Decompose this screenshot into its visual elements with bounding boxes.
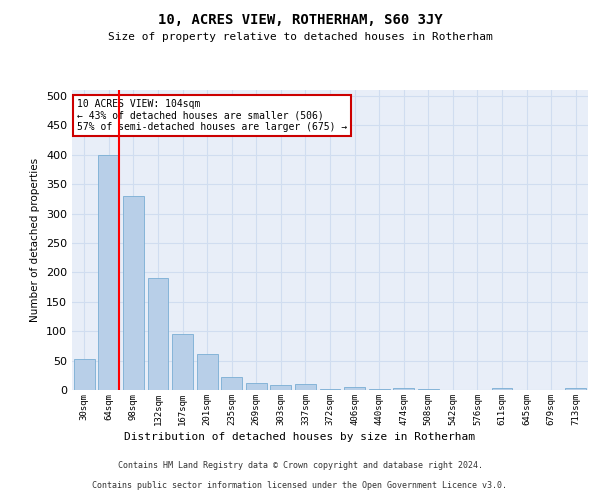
Bar (271, 384, 292, 390)
Bar (98, 154, 119, 390)
Text: 10 ACRES VIEW: 104sqm
← 43% of detached houses are smaller (506)
57% of semi-det: 10 ACRES VIEW: 104sqm ← 43% of detached … (77, 99, 347, 132)
Y-axis label: Number of detached properties: Number of detached properties (31, 158, 40, 322)
Text: Size of property relative to detached houses in Rotherham: Size of property relative to detached ho… (107, 32, 493, 42)
Bar (221, 377, 242, 390)
Bar (565, 388, 586, 390)
Bar (74, 360, 95, 390)
Bar (172, 334, 193, 390)
Text: Contains HM Land Registry data © Crown copyright and database right 2024.: Contains HM Land Registry data © Crown c… (118, 461, 482, 470)
Bar (197, 354, 218, 390)
Bar (123, 196, 144, 390)
Bar (148, 278, 169, 390)
Bar (344, 387, 365, 390)
Bar (491, 388, 512, 390)
Bar (295, 384, 316, 390)
Bar (393, 388, 414, 390)
Text: 10, ACRES VIEW, ROTHERHAM, S60 3JY: 10, ACRES VIEW, ROTHERHAM, S60 3JY (158, 12, 442, 26)
Bar (246, 383, 267, 390)
Text: Contains public sector information licensed under the Open Government Licence v3: Contains public sector information licen… (92, 481, 508, 490)
Text: Distribution of detached houses by size in Rotherham: Distribution of detached houses by size … (125, 432, 476, 442)
